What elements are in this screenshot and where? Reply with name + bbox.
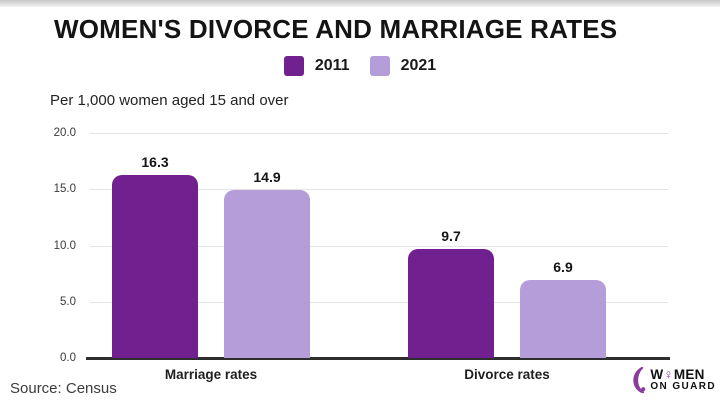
bar-2021-divorce-rates bbox=[520, 280, 606, 358]
gridline bbox=[90, 301, 668, 303]
chart-subtitle: Per 1,000 women aged 15 and over bbox=[50, 92, 289, 109]
source-note: Source: Census bbox=[10, 380, 117, 397]
legend-swatch-2021 bbox=[369, 56, 390, 76]
chart-title: WOMEN'S DIVORCE AND MARRIAGE RATES bbox=[54, 14, 618, 44]
brand-tagline: ON GUARD bbox=[650, 381, 716, 393]
bar-2021-marriage-rates bbox=[224, 190, 310, 358]
y-tick-label: 5.0 bbox=[60, 295, 76, 308]
bar-value-label: 6.9 bbox=[553, 259, 573, 276]
legend-swatch-2011 bbox=[283, 56, 304, 76]
legend: 2011 2021 bbox=[0, 56, 720, 76]
top-edge-strip bbox=[0, 0, 720, 7]
brand-name: W♀MEN bbox=[650, 366, 705, 382]
category-label-marriage-rates: Marriage rates bbox=[164, 367, 258, 382]
category-label-divorce-rates: Divorce rates bbox=[464, 367, 550, 382]
brand-logo-text: W♀MEN ON GUARD bbox=[650, 368, 716, 393]
gridline bbox=[90, 189, 668, 191]
bar-2011-divorce-rates bbox=[408, 248, 494, 358]
legend-label-2021: 2021 bbox=[400, 57, 437, 74]
brand-logo: W♀MEN ON GUARD bbox=[630, 366, 716, 394]
x-axis-line bbox=[86, 357, 670, 360]
bar-value-label: 16.3 bbox=[141, 153, 169, 170]
bar-2011-marriage-rates bbox=[112, 174, 198, 358]
bar-value-label: 9.7 bbox=[441, 227, 461, 244]
gridline bbox=[90, 245, 668, 247]
legend-item-2021: 2021 bbox=[369, 56, 437, 76]
gridline bbox=[90, 133, 668, 134]
women-on-guard-icon bbox=[633, 366, 646, 394]
y-tick-label: 15.0 bbox=[53, 183, 76, 196]
legend-label-2011: 2011 bbox=[314, 57, 350, 74]
female-symbol-icon: ♀ bbox=[663, 366, 674, 382]
y-tick-label: 20.0 bbox=[53, 127, 76, 139]
y-tick-label: 0.0 bbox=[60, 352, 76, 364]
bar-value-label: 14.9 bbox=[253, 169, 281, 186]
plot-area: 20.0 15.0 10.0 5.0 0.0 16.3 14.9 Marriage rates… bbox=[54, 127, 670, 382]
legend-item-2011: 2011 bbox=[283, 56, 350, 76]
y-tick-label: 10.0 bbox=[53, 239, 76, 252]
